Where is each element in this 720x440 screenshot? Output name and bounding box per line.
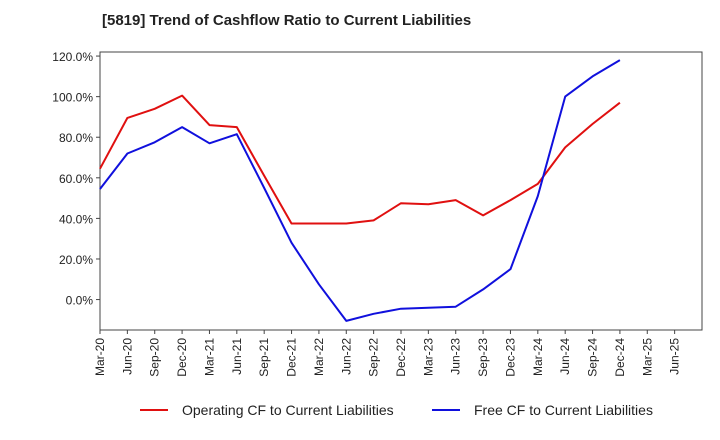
legend-swatch — [432, 409, 460, 411]
legend-item-operating-cf: Operating CF to Current Liabilities — [140, 402, 394, 418]
x-tick-label: Dec-23 — [503, 338, 517, 377]
chart-plot: 0.0% 20.0% 40.0% 60.0% 80.0% 100.0% 120.0% Mar-… — [52, 50, 703, 377]
y-tick-label: 60.0% — [59, 172, 93, 186]
x-tick-label: Dec-21 — [285, 338, 299, 377]
tick-labels: 0.0% 20.0% 40.0% 60.0% 80.0% 100.0% 120.0% Mar-… — [52, 50, 681, 377]
x-tick-label: Sep-24 — [586, 338, 600, 377]
x-tick-label: Jun-21 — [230, 338, 244, 375]
x-tick-label: Mar-24 — [531, 338, 545, 376]
x-tick-label: Mar-25 — [640, 338, 654, 376]
y-tick-label: 20.0% — [59, 253, 93, 267]
x-tick-label: Jun-24 — [558, 338, 572, 375]
axes — [96, 51, 703, 334]
y-tick-label: 40.0% — [59, 212, 93, 226]
x-tick-label: Jun-22 — [339, 338, 353, 375]
x-tick-label: Mar-23 — [421, 338, 435, 376]
chart-title: [5819] Trend of Cashflow Ratio to Curren… — [102, 12, 472, 29]
x-tick-label: Dec-20 — [175, 338, 189, 377]
legend-item-free-cf: Free CF to Current Liabilities — [432, 402, 653, 418]
legend-label: Operating CF to Current Liabilities — [182, 402, 394, 418]
series-line-free-cf — [99, 59, 621, 322]
y-tick-label: 80.0% — [59, 131, 93, 145]
series-lines — [99, 59, 621, 322]
x-tick-label: Dec-22 — [394, 338, 408, 377]
x-tick-label: Jun-20 — [120, 338, 134, 375]
x-tick-label: Mar-20 — [93, 338, 107, 376]
x-tick-label: Jun-25 — [668, 338, 682, 375]
series-line-operating-cf — [99, 94, 621, 225]
y-tick-label: 120.0% — [52, 50, 93, 64]
x-tick-label: Sep-23 — [476, 338, 490, 377]
x-tick-label: Sep-20 — [148, 338, 162, 377]
x-tick-label: Dec-24 — [613, 338, 627, 377]
plot-frame — [99, 51, 703, 331]
x-tick-label: Sep-22 — [367, 338, 381, 377]
x-tick-label: Mar-22 — [312, 338, 326, 376]
legend-label: Free CF to Current Liabilities — [474, 402, 653, 418]
y-tick-label: 100.0% — [52, 91, 93, 105]
legend-swatch — [140, 409, 168, 411]
x-tick-label: Mar-21 — [202, 338, 216, 376]
x-tick-label: Sep-21 — [257, 338, 271, 377]
y-tick-label: 0.0% — [66, 294, 94, 308]
x-tick-label: Jun-23 — [449, 338, 463, 375]
legend: Operating CF to Current Liabilities Free … — [0, 402, 720, 426]
